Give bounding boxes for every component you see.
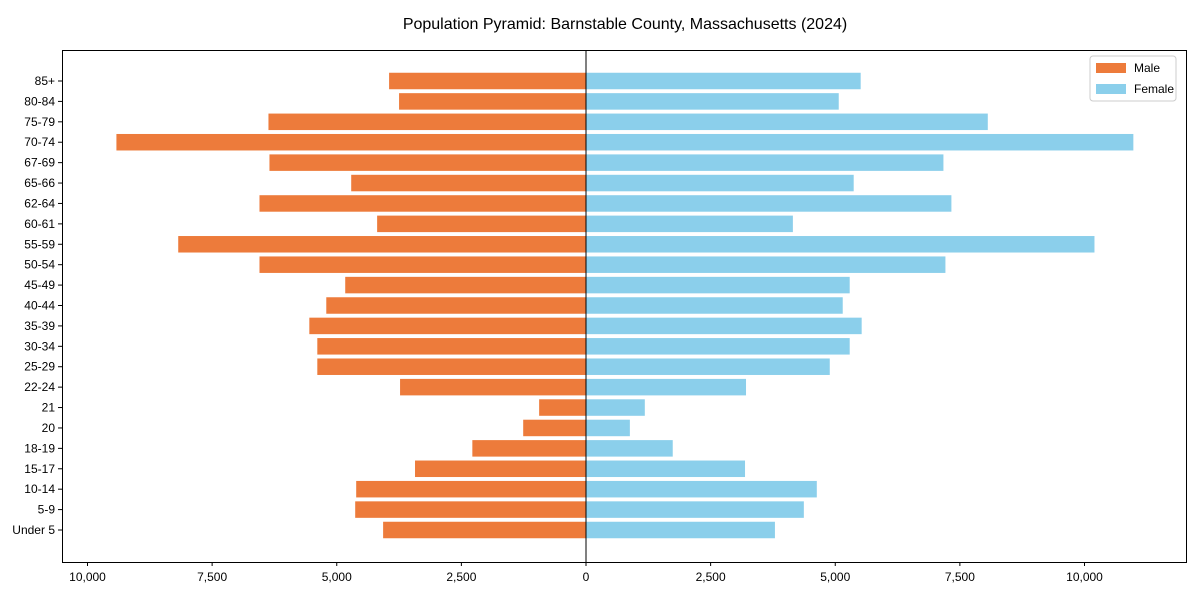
y-tick-label: 45-49 bbox=[24, 278, 55, 292]
y-tick-label: 30-34 bbox=[24, 339, 55, 353]
y-tick-label: 18-19 bbox=[24, 441, 55, 455]
y-tick-label: 50-54 bbox=[24, 258, 55, 272]
bar-female-65-66 bbox=[586, 174, 854, 192]
bar-male-35-39 bbox=[309, 317, 586, 335]
legend-label-female: Female bbox=[1134, 82, 1174, 96]
y-tick-label: 22-24 bbox=[24, 380, 55, 394]
bar-male-67-69 bbox=[269, 154, 586, 171]
legend: Male Female bbox=[1089, 55, 1177, 102]
y-tick-label: 60-61 bbox=[24, 217, 55, 231]
y-tick-label: 80-84 bbox=[24, 94, 55, 108]
bar-male-20 bbox=[523, 419, 586, 437]
y-tick-label: 85+ bbox=[35, 74, 55, 88]
bar-female-25-29 bbox=[586, 358, 830, 375]
x-tick-label: 7,500 bbox=[945, 570, 975, 584]
bar-female-50-54 bbox=[586, 256, 946, 273]
y-tick-label: Under 5 bbox=[12, 523, 55, 537]
bar-female-5-9 bbox=[586, 501, 804, 518]
y-tick-label: 65-66 bbox=[24, 176, 55, 190]
bar-male-40-44 bbox=[326, 297, 586, 314]
bar-female-60-61 bbox=[586, 215, 793, 233]
plot-frame bbox=[62, 50, 1187, 563]
y-tick-label: 75-79 bbox=[24, 115, 55, 129]
bar-male-65-66 bbox=[351, 174, 586, 192]
bar-male-75-79 bbox=[268, 113, 586, 131]
bar-female-under-5 bbox=[586, 521, 775, 539]
x-tick-label: 10,000 bbox=[1066, 570, 1103, 584]
x-tick-label: 5,000 bbox=[322, 570, 352, 584]
bar-female-62-64 bbox=[586, 195, 952, 212]
bar-male-25-29 bbox=[317, 358, 586, 375]
bar-male-10-14 bbox=[356, 480, 586, 498]
y-tick-label: 35-39 bbox=[24, 319, 55, 333]
y-tick-label: 10-14 bbox=[24, 482, 55, 496]
y-tick-label: 20 bbox=[42, 421, 56, 435]
y-tick-label: 70-74 bbox=[24, 135, 55, 149]
bar-female-15-17 bbox=[586, 460, 746, 478]
bar-male-80-84 bbox=[399, 93, 586, 110]
bar-female-70-74 bbox=[586, 133, 1134, 151]
bar-female-18-19 bbox=[586, 440, 673, 457]
y-tick-label: 62-64 bbox=[24, 196, 55, 210]
bar-male-18-19 bbox=[472, 440, 586, 457]
y-tick-label: 55-59 bbox=[24, 237, 55, 251]
x-tick-label: 0 bbox=[583, 570, 590, 584]
legend-swatch-female bbox=[1096, 84, 1126, 94]
bar-male-under-5 bbox=[383, 521, 586, 539]
bar-male-60-61 bbox=[377, 215, 586, 233]
y-tick-label: 15-17 bbox=[24, 462, 55, 476]
y-tick-label: 5-9 bbox=[38, 503, 56, 517]
bar-female-30-34 bbox=[586, 338, 850, 355]
y-tick-label: 67-69 bbox=[24, 156, 55, 170]
x-tick-label: 10,000 bbox=[69, 570, 106, 584]
bar-male-55-59 bbox=[178, 236, 587, 253]
bar-female-22-24 bbox=[586, 378, 747, 396]
x-tick-label: 2,500 bbox=[446, 570, 476, 584]
chart-title: Population Pyramid: Barnstable County, M… bbox=[403, 16, 847, 33]
bar-male-22-24 bbox=[400, 378, 586, 396]
bar-male-62-64 bbox=[259, 195, 586, 212]
bar-male-70-74 bbox=[116, 133, 587, 151]
bar-female-40-44 bbox=[586, 297, 843, 314]
bar-female-80-84 bbox=[586, 93, 839, 110]
x-tick-label: 5,000 bbox=[820, 570, 850, 584]
y-tick-label: 21 bbox=[42, 401, 56, 415]
bar-male-5-9 bbox=[355, 501, 586, 518]
x-tick-label: 7,500 bbox=[197, 570, 227, 584]
bar-female-75-79 bbox=[586, 113, 988, 131]
y-tick-label: 40-44 bbox=[24, 299, 55, 313]
bar-female-67-69 bbox=[586, 154, 944, 171]
bar-female-20 bbox=[586, 419, 630, 437]
y-tick-label: 25-29 bbox=[24, 360, 55, 374]
bar-male-85+ bbox=[389, 72, 586, 90]
legend-label-male: Male bbox=[1134, 61, 1160, 75]
bar-female-21 bbox=[586, 399, 645, 416]
bar-female-35-39 bbox=[586, 317, 862, 335]
bar-male-21 bbox=[539, 399, 586, 416]
bar-female-85+ bbox=[586, 72, 861, 90]
bar-male-45-49 bbox=[345, 276, 586, 294]
bar-female-45-49 bbox=[586, 276, 850, 294]
bar-female-10-14 bbox=[586, 480, 817, 498]
x-tick-label: 2,500 bbox=[696, 570, 726, 584]
bar-male-15-17 bbox=[415, 460, 586, 478]
legend-swatch-male bbox=[1096, 63, 1126, 73]
bar-male-50-54 bbox=[259, 256, 586, 273]
bar-male-30-34 bbox=[317, 338, 586, 355]
bar-female-55-59 bbox=[586, 236, 1095, 253]
